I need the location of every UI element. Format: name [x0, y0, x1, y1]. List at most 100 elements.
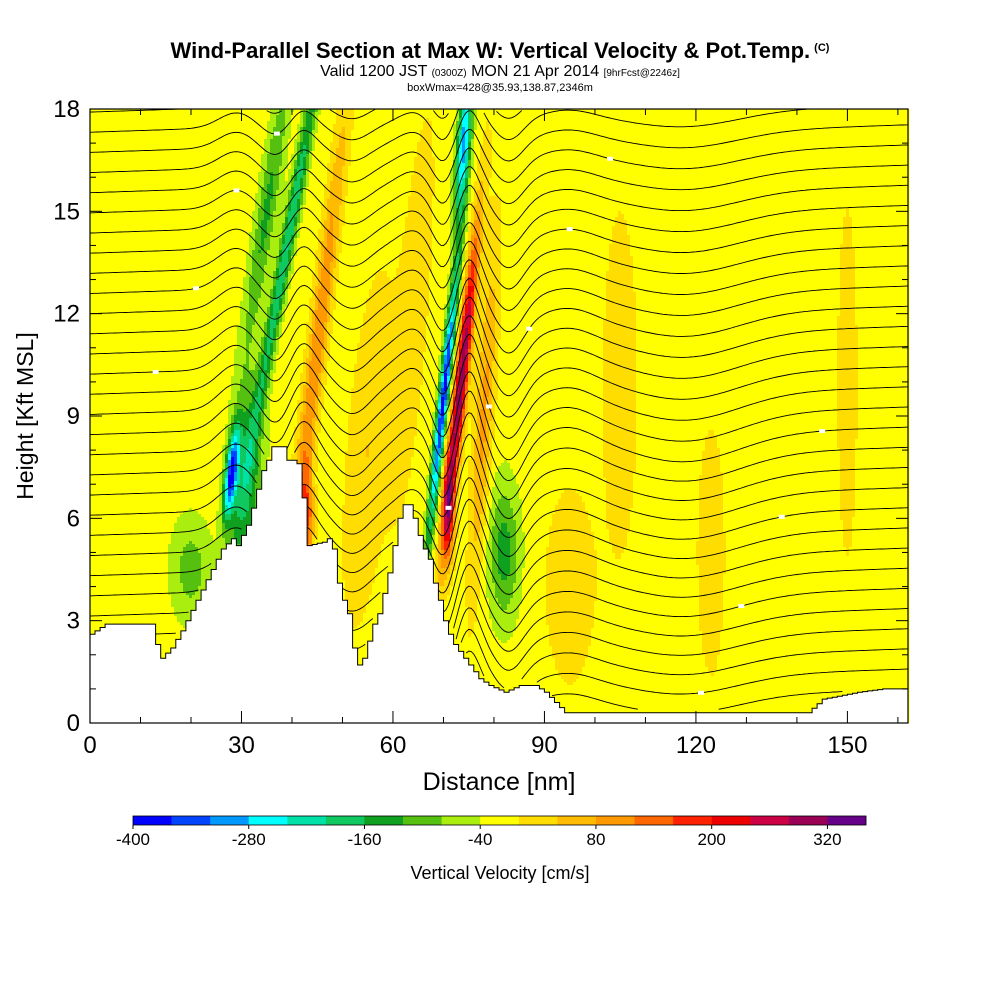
velocity-cell: [441, 466, 445, 473]
velocity-cell: [318, 373, 322, 398]
velocity-cell: [708, 430, 712, 674]
velocity-cell: [231, 514, 235, 530]
colorbar-tick-label: -400: [116, 830, 150, 849]
velocity-cell: [342, 109, 346, 128]
velocity-cell: [267, 319, 271, 338]
velocity-cell: [726, 109, 730, 723]
velocity-cell: [447, 484, 451, 518]
velocity-cell: [492, 439, 496, 488]
velocity-cell: [624, 220, 628, 548]
velocity-cell: [309, 517, 313, 548]
velocity-cell: [270, 139, 274, 173]
velocity-cell: [447, 556, 451, 566]
velocity-cell: [432, 526, 436, 536]
valid-time-line: Valid 1200 JST (0300Z) MON 21 Apr 2014 […: [320, 63, 680, 80]
theta-contour: [89, 412, 909, 501]
velocity-cell: [228, 454, 232, 461]
velocity-cell: [156, 109, 160, 723]
velocity-cell: [558, 499, 562, 677]
velocity-cell: [459, 433, 463, 443]
velocity-cell: [471, 292, 475, 317]
velocity-cell: [474, 130, 478, 182]
velocity-cell: [471, 358, 475, 635]
velocity-cell: [261, 154, 265, 188]
velocity-cell: [306, 109, 310, 113]
velocity-cell: [240, 109, 244, 302]
velocity-cell: [735, 109, 739, 723]
velocity-cell: [423, 109, 427, 122]
velocity-cell: [450, 283, 454, 293]
velocity-cell: [213, 541, 217, 593]
velocity-cell: [555, 670, 559, 723]
velocity-cell: [459, 325, 463, 335]
velocity-cell: [270, 304, 274, 317]
velocity-cell: [657, 109, 661, 723]
velocity-cell: [330, 214, 334, 263]
velocity-cell: [510, 598, 514, 638]
velocity-cell: [639, 109, 643, 723]
velocity-cell: [207, 109, 211, 530]
velocity-cell: [504, 610, 508, 644]
velocity-cell: [447, 565, 451, 575]
velocity-cell: [234, 403, 238, 416]
velocity-cell: [435, 433, 439, 446]
velocity-cell: [522, 532, 526, 569]
velocity-cell: [222, 469, 226, 485]
velocity-cell: [447, 517, 451, 527]
velocity-cell: [228, 520, 232, 530]
velocity-cell: [825, 109, 829, 723]
velocity-cell: [447, 535, 451, 542]
velocity-cell: [495, 109, 499, 194]
theta-contours: [89, 108, 909, 710]
velocity-cell: [258, 298, 262, 353]
velocity-cell: [801, 109, 805, 723]
velocity-cell: [441, 346, 445, 356]
velocity-cell: [465, 373, 469, 383]
velocity-cell: [471, 328, 475, 344]
velocity-cell: [618, 109, 622, 212]
velocity-cell: [456, 457, 460, 470]
velocity-cell: [702, 109, 706, 452]
velocity-cell: [810, 109, 814, 723]
velocity-cell: [243, 436, 247, 464]
velocity-cell: [348, 166, 352, 416]
velocity-cell: [447, 400, 451, 407]
velocity-cell: [459, 199, 463, 224]
velocity-cell: [423, 511, 427, 542]
velocity-cell: [300, 205, 304, 224]
velocity-cell: [273, 328, 277, 341]
velocity-cell: [135, 109, 139, 723]
velocity-cell: [315, 397, 319, 422]
velocity-cell: [303, 145, 307, 158]
velocity-cell: [543, 109, 547, 723]
velocity-cell: [516, 109, 520, 485]
velocity-cell: [579, 109, 583, 497]
velocity-cell: [285, 217, 289, 230]
velocity-cell: [294, 427, 298, 470]
velocity-cell: [447, 328, 451, 335]
velocity-cell: [486, 298, 490, 365]
velocity-cell: [615, 109, 619, 218]
velocity-cell: [327, 163, 331, 200]
velocity-cell: [786, 109, 790, 723]
velocity-cell: [261, 355, 265, 374]
theta-contour: [89, 455, 909, 538]
contour-label-mark: [233, 188, 240, 193]
velocity-cell: [231, 457, 235, 485]
x-tick-label: 0: [83, 732, 96, 759]
velocity-cell: [441, 376, 445, 383]
velocity-cell: [201, 517, 205, 623]
velocity-cell: [234, 430, 238, 437]
velocity-cell: [459, 418, 463, 428]
velocity-cell: [231, 376, 235, 416]
velocity-cell: [297, 199, 301, 212]
velocity-cell: [861, 109, 865, 723]
theta-contour: [460, 628, 908, 689]
velocity-cell: [147, 109, 151, 723]
velocity-cell: [297, 238, 301, 401]
colorbar-swatch: [210, 816, 250, 825]
velocity-cell: [450, 337, 454, 350]
velocity-cell: [450, 523, 454, 533]
velocity-cell: [189, 109, 193, 509]
velocity-cell: [198, 109, 202, 515]
